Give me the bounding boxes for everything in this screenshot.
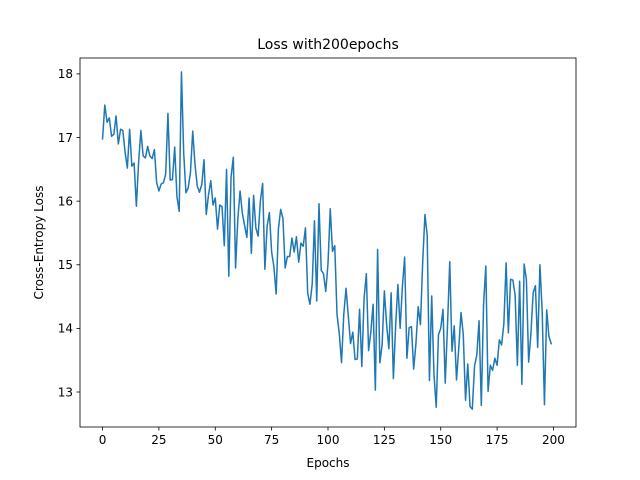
x-tick-label: 150 <box>429 433 452 447</box>
y-tick-label: 16 <box>58 194 73 208</box>
y-tick-label: 18 <box>58 67 73 81</box>
y-tick-label: 14 <box>58 322 73 336</box>
x-tick-label: 125 <box>373 433 396 447</box>
x-tick-label: 25 <box>151 433 166 447</box>
x-axis-label: Epochs <box>307 456 350 470</box>
y-tick-label: 17 <box>58 131 73 145</box>
x-tick-label: 0 <box>99 433 107 447</box>
plot-area <box>101 71 553 410</box>
y-axis-label: Cross-Entropy Loss <box>32 186 46 300</box>
y-tick-label: 15 <box>58 258 73 272</box>
x-tick-label: 75 <box>264 433 279 447</box>
x-tick-label: 175 <box>486 433 509 447</box>
x-tick-label: 50 <box>208 433 223 447</box>
x-axis-ticks: 0 25 50 75 100 125 150 175 200 <box>99 427 565 447</box>
x-tick-label: 200 <box>542 433 565 447</box>
y-axis-ticks: 13 14 15 16 17 18 <box>58 67 80 399</box>
series-line-0 <box>101 71 553 410</box>
x-tick-label: 100 <box>317 433 340 447</box>
y-tick-label: 13 <box>58 385 73 399</box>
chart-title: Loss with200epochs <box>257 37 399 53</box>
